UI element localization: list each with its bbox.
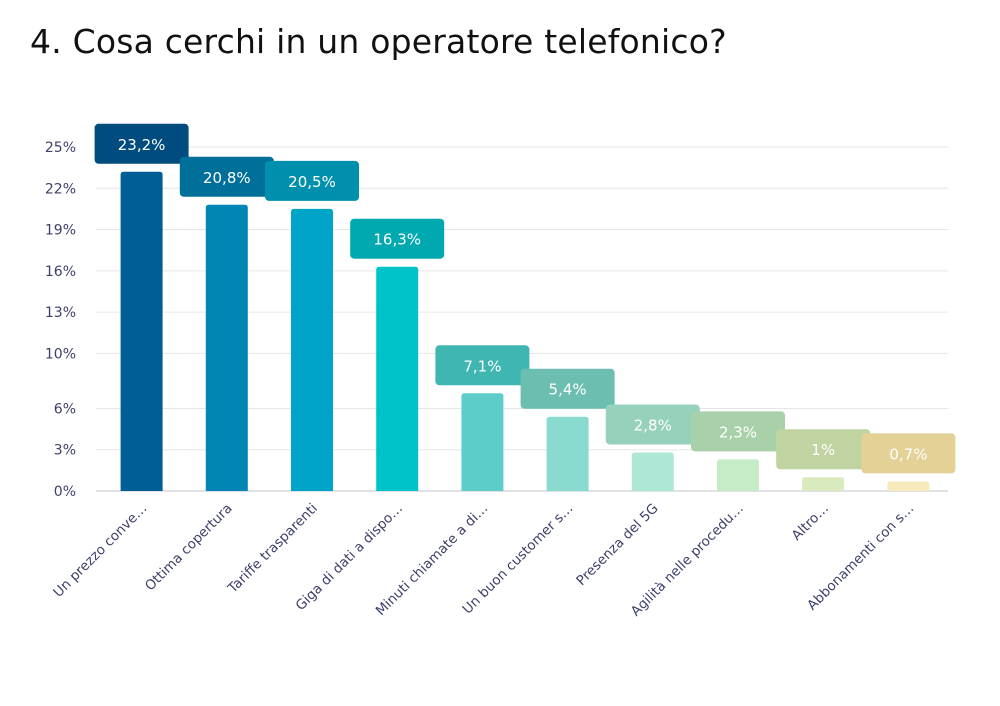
bars (120, 171, 930, 492)
data-label-box (350, 218, 445, 259)
data-label: 23,2% (118, 136, 166, 154)
data-label-box (605, 404, 700, 445)
data-label: 2,3% (719, 423, 757, 441)
y-tick-label: 25% (45, 140, 76, 156)
bar (461, 393, 504, 491)
x-tick-label: Presenza del 5G (573, 501, 661, 589)
y-tick-label: 6% (54, 401, 76, 417)
data-label-box (94, 123, 189, 164)
y-tick-label: 10% (45, 346, 76, 362)
data-label-box (776, 429, 871, 470)
data-label-box (520, 368, 615, 409)
data-label: 5,4% (549, 381, 587, 399)
x-tick-label: Tariffe trasparenti (224, 501, 321, 598)
bar (120, 171, 163, 491)
data-label-box (691, 411, 785, 452)
y-tick-label: 0% (54, 484, 76, 500)
bar (376, 266, 419, 491)
bar (802, 477, 845, 491)
data-label-box (265, 160, 359, 201)
y-tick-label: 3% (54, 443, 76, 459)
x-tick-label: Ottima copertura (142, 501, 236, 595)
x-axis: Un prezzo conve…Ottima coperturaTariffe … (50, 501, 917, 620)
bar (205, 204, 248, 492)
bar (717, 459, 759, 491)
data-label: 2,8% (634, 416, 672, 434)
data-label: 20,8% (203, 169, 251, 187)
bar (546, 416, 589, 491)
y-axis: 0% 3% 6% 10% 13% 16% 19% 22% 25% (45, 140, 76, 500)
bar (887, 481, 930, 491)
data-label-box (179, 156, 274, 197)
data-label: 1% (811, 441, 835, 459)
data-label: 20,5% (288, 173, 336, 191)
x-tick-label: Un prezzo conve… (50, 501, 150, 601)
y-tick-label: 19% (45, 223, 76, 239)
data-label-box (861, 433, 956, 474)
data-label: 0,7% (889, 445, 927, 463)
bar (291, 208, 333, 492)
data-label: 7,1% (463, 357, 501, 375)
page-title: 4. Cosa cerchi in un operatore telefonic… (30, 22, 727, 61)
y-tick-label: 16% (45, 264, 76, 280)
y-tick-label: 13% (45, 305, 76, 321)
bar (631, 452, 674, 491)
y-tick-label: 22% (45, 181, 76, 197)
data-label: 16,3% (373, 231, 421, 249)
x-tick-label: Altro… (789, 501, 832, 544)
data-label-box (435, 345, 530, 386)
data-labels: 23,2% 20,8% 20,5% 16,3% 7,1% 5,4% 2,8% 2,3% 1% 0,… (94, 123, 956, 474)
